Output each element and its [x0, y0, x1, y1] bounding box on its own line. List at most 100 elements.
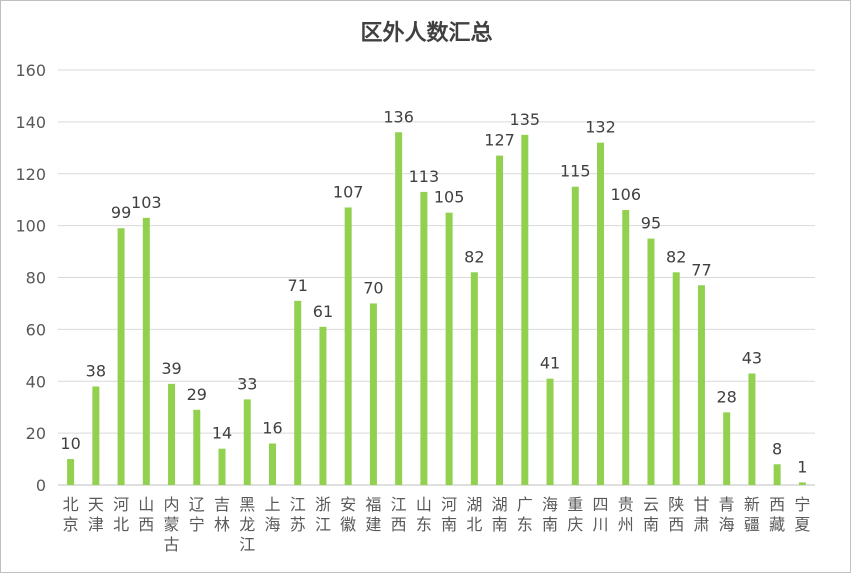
bar-12 — [369, 303, 377, 485]
x-tick-label: 北京 — [63, 495, 79, 534]
data-label: 82 — [464, 247, 484, 266]
bar-2 — [117, 228, 125, 485]
data-label: 10 — [60, 434, 80, 453]
y-tick-label: 100 — [15, 217, 46, 236]
data-label: 103 — [131, 193, 162, 212]
bar-26 — [723, 412, 731, 485]
data-label: 28 — [717, 387, 737, 406]
bar-8 — [268, 443, 276, 485]
x-tick-label: 河南 — [441, 495, 457, 534]
bar-5 — [193, 409, 201, 485]
x-tick-label: 重庆 — [567, 495, 583, 534]
y-tick-label: 60 — [26, 320, 46, 339]
x-tick-label: 青海 — [719, 495, 735, 534]
bar-22 — [622, 210, 630, 485]
data-label: 106 — [610, 185, 641, 204]
data-label: 132 — [585, 118, 616, 137]
data-label: 39 — [161, 359, 181, 378]
bar-18 — [521, 134, 529, 485]
x-tick-label: 江西 — [391, 495, 407, 534]
bar-9 — [294, 300, 302, 485]
bar-29 — [798, 482, 806, 485]
bar-7 — [243, 399, 251, 485]
x-tick-label: 广东 — [517, 495, 533, 534]
data-label: 29 — [187, 385, 207, 404]
bar-21 — [597, 142, 605, 485]
x-tick-label: 湖北 — [466, 495, 482, 534]
bar-13 — [395, 132, 403, 485]
bar-20 — [571, 186, 579, 485]
data-label: 41 — [540, 354, 560, 373]
data-label: 82 — [666, 247, 686, 266]
data-label: 95 — [641, 214, 661, 233]
bar-11 — [344, 207, 352, 485]
bar-17 — [496, 155, 504, 485]
y-tick-label: 80 — [26, 269, 46, 288]
bar-10 — [319, 326, 327, 485]
bar-6 — [218, 448, 226, 485]
x-tick-label: 西藏 — [769, 495, 785, 534]
x-tick-label: 贵州 — [618, 495, 634, 534]
bar-24 — [672, 272, 680, 485]
y-tick-label: 160 — [15, 61, 46, 80]
data-label: 105 — [434, 188, 465, 207]
x-tick-label: 陕西 — [668, 495, 684, 534]
x-tick-label: 山西 — [138, 495, 154, 534]
data-label: 1 — [797, 457, 807, 476]
x-tick-label: 辽宁 — [189, 495, 205, 534]
bar-19 — [546, 378, 554, 485]
y-tick-label: 0 — [36, 476, 46, 495]
x-tick-label: 黑龙江 — [239, 495, 255, 554]
data-label: 127 — [484, 131, 515, 150]
data-label: 99 — [111, 203, 131, 222]
bar-23 — [647, 238, 655, 485]
y-tick-label: 140 — [15, 113, 46, 132]
data-label: 136 — [383, 107, 414, 126]
bar-28 — [773, 464, 781, 485]
data-label: 14 — [212, 424, 232, 443]
data-label: 8 — [772, 439, 782, 458]
data-label: 33 — [237, 374, 257, 393]
x-tick-label: 湖南 — [492, 495, 508, 534]
data-label: 107 — [333, 182, 364, 201]
y-axis: 0 20 40 60 80 100 120 140 160 — [15, 61, 46, 495]
bar-4 — [168, 383, 176, 485]
bar-27 — [748, 373, 756, 485]
x-tick-label: 福建 — [365, 495, 381, 534]
data-label: 77 — [691, 260, 711, 279]
data-label: 43 — [742, 348, 762, 367]
x-tick-label: 江苏 — [290, 495, 306, 534]
bar-15 — [445, 212, 453, 485]
x-tick-label: 新疆 — [744, 495, 760, 534]
data-label: 113 — [409, 167, 440, 186]
data-label: 61 — [313, 302, 333, 321]
x-tick-label: 甘肃 — [693, 495, 709, 534]
data-label: 71 — [288, 276, 308, 295]
bar-14 — [420, 191, 428, 485]
x-axis: 北京天津河北山西内蒙古辽宁吉林黑龙江上海江苏浙江安徽福建江西山东河南湖北湖南广东… — [63, 495, 811, 554]
bar-3 — [142, 217, 150, 485]
y-tick-label: 120 — [15, 165, 46, 184]
data-label: 70 — [363, 278, 383, 297]
x-tick-label: 内蒙古 — [164, 495, 180, 554]
y-tick-label: 20 — [26, 424, 46, 443]
gridlines — [58, 69, 815, 486]
x-tick-label: 云南 — [643, 495, 659, 534]
bars — [67, 132, 806, 485]
x-tick-label: 上海 — [264, 495, 280, 534]
y-tick-label: 40 — [26, 372, 46, 391]
chart-title: 区外人数汇总 — [360, 21, 493, 46]
data-label: 115 — [560, 162, 591, 181]
x-tick-label: 宁夏 — [794, 495, 810, 534]
x-tick-label: 天津 — [88, 495, 104, 534]
bar-0 — [67, 459, 75, 485]
x-tick-label: 安徽 — [340, 495, 356, 534]
x-tick-label: 四川 — [593, 495, 609, 534]
x-tick-label: 山东 — [416, 495, 432, 534]
data-label: 135 — [510, 110, 541, 129]
bar-1 — [92, 386, 100, 485]
x-tick-label: 河北 — [113, 495, 129, 534]
x-tick-label: 浙江 — [315, 495, 331, 534]
